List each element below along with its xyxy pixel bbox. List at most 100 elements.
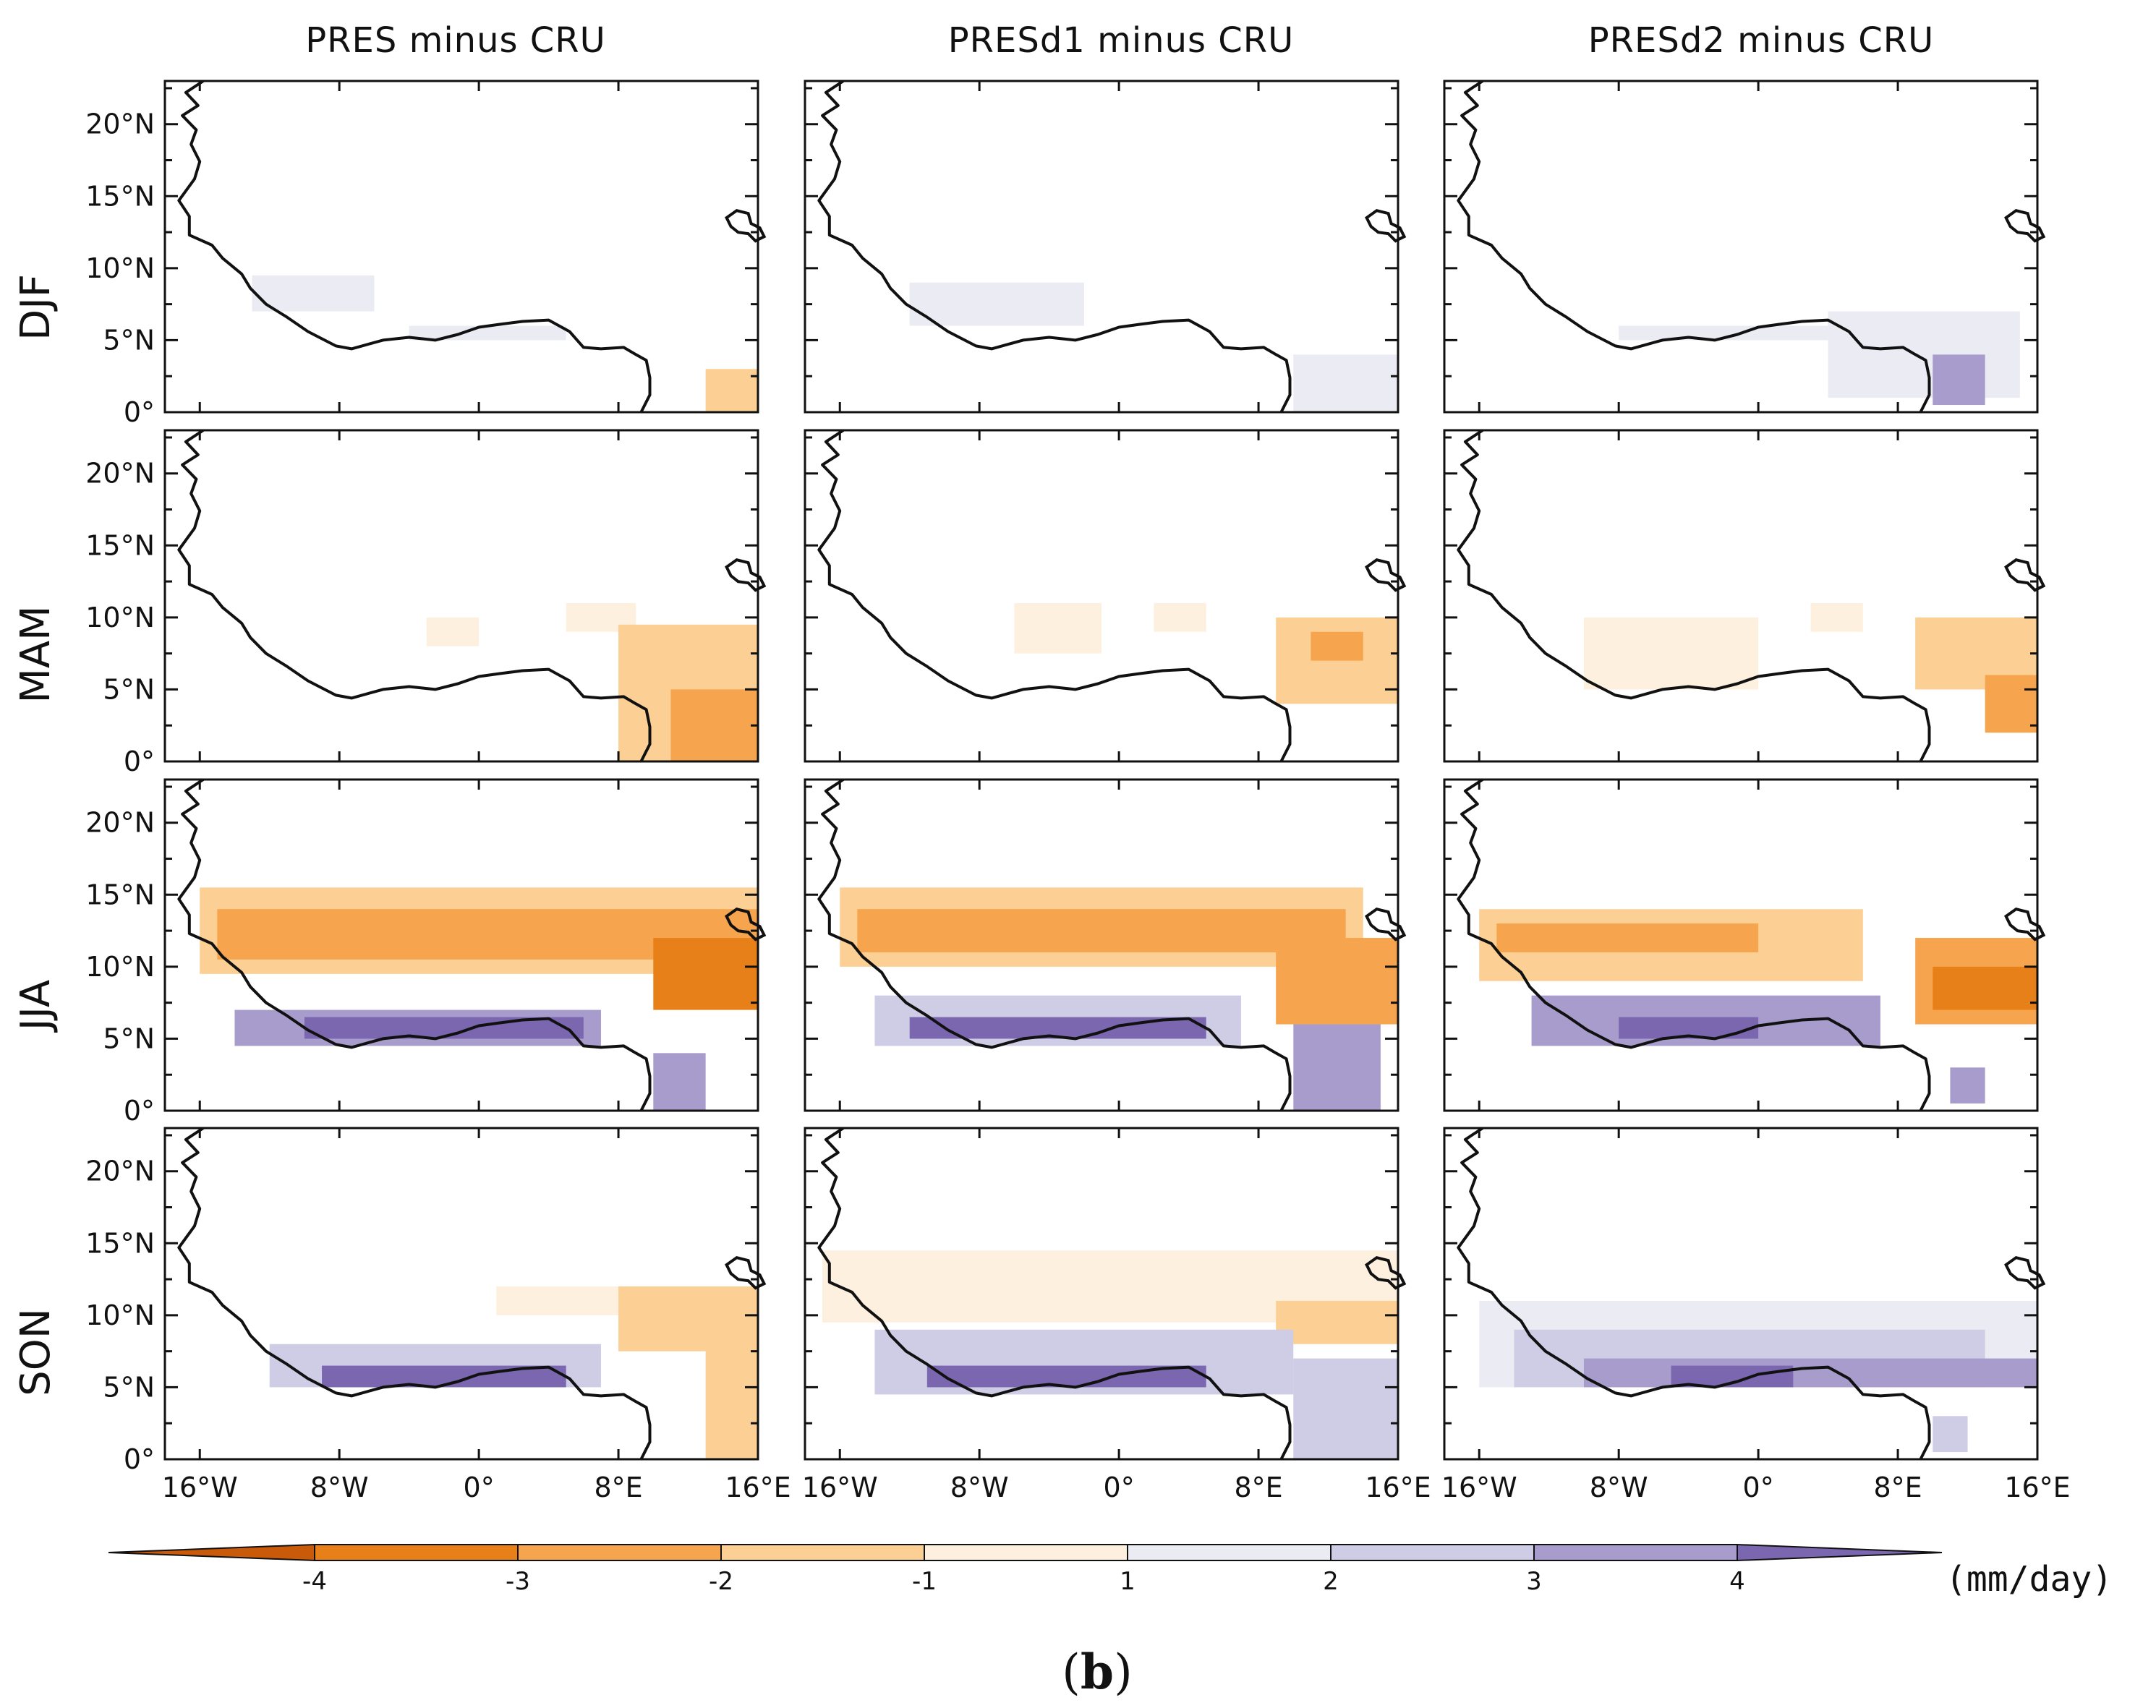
column-title-2: PRESd1 minus CRU [948, 20, 1295, 61]
row-label-jja: JJA [12, 980, 59, 1033]
map-panel-son-3 [1443, 1127, 2045, 1461]
y-tick-label: 10°N [85, 951, 155, 983]
colorbar-label: 4 [1729, 1567, 1745, 1596]
anomaly-region [252, 275, 375, 312]
anomaly-region [1950, 1067, 1985, 1104]
coastline [1457, 80, 1931, 413]
x-tick-label: 0° [1104, 1472, 1135, 1503]
anomaly-region [705, 369, 758, 412]
y-tick-label: 10°N [85, 1299, 155, 1331]
colorbar-extend-high [1737, 1543, 1943, 1562]
coastline [1457, 429, 1931, 762]
colorbar-label: -2 [709, 1567, 733, 1596]
anomaly-region [1933, 354, 1985, 406]
y-tick-label: 10°N [85, 602, 155, 633]
colorbar-box [1127, 1544, 1331, 1561]
anomaly-region [1583, 617, 1759, 690]
coastline [177, 1127, 652, 1460]
x-tick-label: 16°W [162, 1472, 238, 1503]
y-tick-label: 0° [124, 1095, 155, 1127]
map-panel-mam-1 [163, 429, 766, 763]
colorbar-label: -4 [302, 1567, 327, 1596]
anomaly-region [1014, 602, 1102, 654]
anomaly-region [909, 282, 1084, 326]
anomaly-region [1293, 1358, 1398, 1459]
map-panel-djf-1 [163, 80, 766, 414]
colorbar-box [720, 1544, 925, 1561]
y-tick-label: 20°N [85, 458, 155, 490]
y-tick-label: 15°N [85, 879, 155, 910]
map-panel-jja-3 [1443, 778, 2045, 1112]
coastline [177, 80, 652, 413]
row-label-mam: MAM [12, 606, 59, 704]
coastline [1457, 778, 1931, 1111]
y-tick-label: 5°N [103, 324, 155, 356]
anomaly-region [1496, 923, 1759, 952]
anomaly-region [1619, 325, 1828, 341]
anomaly-region [1276, 1300, 1398, 1344]
anomaly-region [653, 938, 758, 1010]
coastline [817, 778, 1292, 1111]
map-panel-djf-3 [1443, 80, 2045, 414]
row-label-son: SON [12, 1308, 59, 1396]
map-panel-jja-2 [804, 778, 1406, 1112]
y-tick-label: 0° [124, 396, 155, 428]
colorbar-box [1533, 1544, 1738, 1561]
column-title-3: PRESd2 minus CRU [1588, 20, 1935, 61]
map-panel-son-2 [804, 1127, 1406, 1461]
anomaly-region [618, 1286, 758, 1352]
anomaly-region [1583, 1358, 2037, 1388]
anomaly-region [1828, 311, 2020, 398]
anomaly-region [857, 909, 1346, 952]
row-label-djf: DJF [12, 274, 59, 341]
x-tick-labels: 16°W 8°W 0° 8°E 16°E 16°W 8°W 0° 8°E 16°E 16°W 8°W 0… [162, 1472, 2071, 1503]
y-tick-label: 0° [124, 746, 155, 777]
x-tick-label: 8°W [950, 1472, 1009, 1503]
colorbar-label: 1 [1120, 1567, 1135, 1596]
figure-caption: (b) [1062, 1644, 1133, 1700]
colorbar-box [1330, 1544, 1535, 1561]
x-tick-label: 8°E [1234, 1472, 1282, 1503]
anomaly-region [705, 1344, 758, 1459]
x-tick-label: 16°E [2004, 1472, 2070, 1503]
y-tick-label: 15°N [85, 1227, 155, 1259]
coastline [177, 778, 652, 1111]
y-tick-label: 5°N [103, 1371, 155, 1403]
colorbar-extend-low [108, 1543, 315, 1562]
map-panel-mam-3 [1443, 429, 2045, 763]
x-tick-label: 16°E [1365, 1472, 1431, 1503]
map-panel-mam-2 [804, 429, 1406, 763]
colorbar-label: 2 [1323, 1567, 1339, 1596]
x-tick-label: 8°E [1873, 1472, 1922, 1503]
y-tick-label: 20°N [85, 108, 155, 140]
y-tick-label: 0° [124, 1443, 155, 1475]
x-tick-label: 16°E [725, 1472, 791, 1503]
y-tick-label: 15°N [85, 180, 155, 212]
y-tick-label: 20°N [85, 1156, 155, 1187]
anomaly-region [1933, 1416, 1968, 1453]
coastline [177, 429, 652, 762]
colorbar-box [924, 1544, 1128, 1561]
x-tick-label: 0° [1743, 1472, 1774, 1503]
x-tick-label: 8°W [1590, 1472, 1648, 1503]
anomaly-region [1154, 602, 1206, 632]
anomaly-region [426, 617, 480, 646]
coastline [1457, 1127, 1931, 1460]
anomaly-region [1311, 631, 1363, 661]
colorbar-unit-label: (mm/day) [1946, 1559, 2113, 1600]
colorbar: -4 -3 -2 -1 1 2 3 4 (mm/day) [108, 1543, 2113, 1600]
x-tick-label: 0° [464, 1472, 495, 1503]
colorbar-label: 3 [1526, 1567, 1542, 1596]
y-tick-label: 5°N [103, 1022, 155, 1054]
x-tick-label: 16°W [1441, 1472, 1517, 1503]
map-panel-djf-2 [804, 80, 1406, 414]
coastline [817, 80, 1292, 413]
map-panel-jja-1 [163, 778, 766, 1112]
colorbar-label: -3 [506, 1567, 530, 1596]
x-tick-label: 8°W [310, 1472, 369, 1503]
anomaly-region [409, 325, 566, 341]
anomaly-region [496, 1286, 619, 1315]
y-tick-label: 5°N [103, 673, 155, 705]
anomaly-region [670, 689, 758, 761]
